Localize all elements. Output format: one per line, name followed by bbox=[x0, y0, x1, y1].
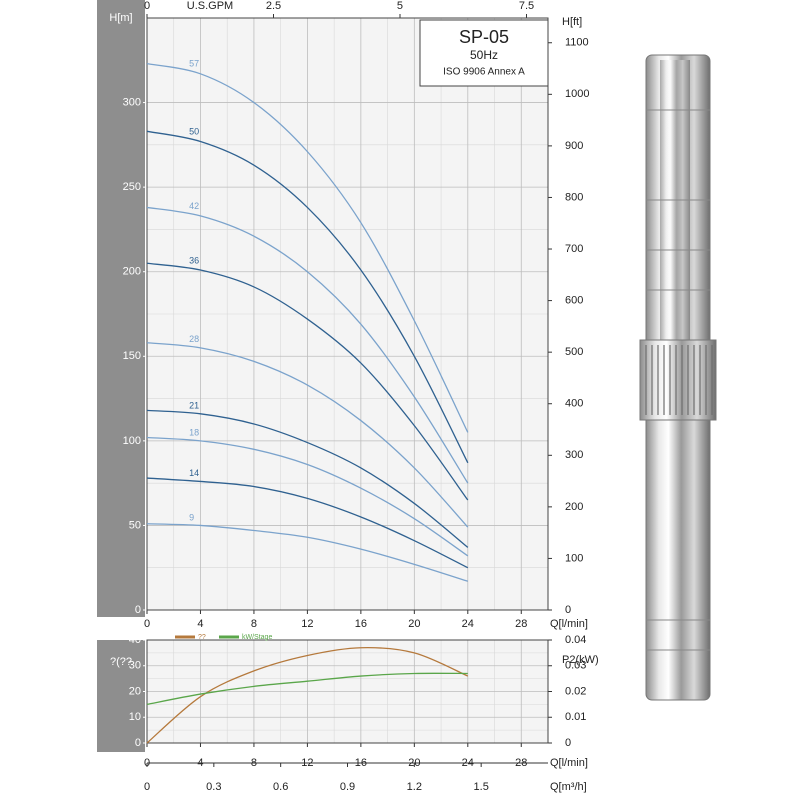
x2-tick-label: 2.5 bbox=[266, 0, 281, 12]
curve bbox=[146, 63, 469, 433]
plot-frame bbox=[146, 639, 549, 744]
curve-label: 42 bbox=[189, 201, 199, 211]
y-axis-label: H[m] bbox=[109, 12, 132, 24]
legend-label: kW/Stage bbox=[242, 634, 272, 641]
y2-axis-label: H[ft] bbox=[562, 16, 582, 28]
x2-tick-label: 1.5 bbox=[474, 781, 489, 793]
x2-axis-label: Q[m³/h] bbox=[550, 781, 587, 793]
y2-tick-label: 0.04 bbox=[565, 634, 586, 646]
x-tick-label: 28 bbox=[515, 618, 527, 630]
y-tick-label: 40 bbox=[129, 634, 141, 646]
x-tick-label: 16 bbox=[355, 618, 367, 630]
y2-tick-label: 800 bbox=[565, 191, 583, 203]
x2-tick-label: 0.3 bbox=[206, 781, 221, 793]
y-tick-label: 150 bbox=[123, 350, 141, 362]
curve-label: 28 bbox=[189, 334, 199, 344]
x-axis-label: Q[l/min] bbox=[550, 618, 588, 630]
y-tick-label: 30 bbox=[129, 660, 141, 672]
y-tick-label: 0 bbox=[135, 737, 141, 749]
x-tick-label: 4 bbox=[197, 618, 203, 630]
y2-tick-label: 900 bbox=[565, 140, 583, 152]
y-tick-label: 10 bbox=[129, 711, 141, 723]
title-box bbox=[419, 19, 549, 87]
y2-axis-label: P2(kW) bbox=[562, 654, 599, 666]
y2-tick-label: 600 bbox=[565, 294, 583, 306]
y2-tick-label: 400 bbox=[565, 398, 583, 410]
curve bbox=[146, 523, 468, 582]
y2-tick-label: 0 bbox=[565, 737, 571, 749]
pump-image bbox=[146, 18, 717, 744]
y2-tick-label: 0.02 bbox=[565, 685, 586, 697]
y2-tick-label: 500 bbox=[565, 346, 583, 358]
curve-label: 18 bbox=[189, 427, 199, 437]
curve bbox=[146, 477, 469, 569]
curve bbox=[146, 130, 469, 464]
legend-label: ?? bbox=[198, 634, 206, 641]
curve-label: 36 bbox=[189, 256, 199, 266]
y2-tick-label: 300 bbox=[565, 449, 583, 461]
y2-tick-label: 0.01 bbox=[565, 711, 586, 723]
y-axis-label: ?(?? bbox=[110, 656, 132, 668]
annotation: ISO 9906 Annex A bbox=[443, 67, 525, 78]
curve bbox=[146, 262, 469, 501]
curve bbox=[146, 342, 469, 528]
y-tick-label: 20 bbox=[129, 685, 141, 697]
curve-label: 14 bbox=[189, 468, 199, 478]
y2-tick-label: 700 bbox=[565, 243, 583, 255]
curve bbox=[146, 672, 468, 706]
x-tick-label: 0 bbox=[144, 618, 150, 630]
x2-tick-label: 7.5 bbox=[519, 0, 534, 12]
y-tick-label: 50 bbox=[129, 519, 141, 531]
curve bbox=[146, 409, 469, 548]
y-tick-label: 200 bbox=[123, 266, 141, 278]
curve-label: 9 bbox=[189, 512, 194, 522]
x-tick-label: 12 bbox=[301, 618, 313, 630]
curve-label: 57 bbox=[189, 59, 199, 69]
y-tick-label: 0 bbox=[135, 604, 141, 616]
x2-tick-label: 0 bbox=[144, 781, 150, 793]
x-tick-label: 20 bbox=[408, 618, 420, 630]
chart-title: SP-05 bbox=[459, 27, 509, 47]
x2-tick-label: 0.6 bbox=[273, 781, 288, 793]
y2-tick-label: 0 bbox=[565, 604, 571, 616]
x2-tick-label: 1.2 bbox=[407, 781, 422, 793]
y2-tick-label: 1100 bbox=[565, 37, 589, 49]
x-tick-label: 8 bbox=[251, 618, 257, 630]
y2-tick-label: 200 bbox=[565, 501, 583, 513]
y2-tick-label: 0.03 bbox=[565, 660, 586, 672]
curve bbox=[146, 206, 469, 484]
y-tick-label: 100 bbox=[123, 435, 141, 447]
x2-tick-label: 0.9 bbox=[340, 781, 355, 793]
curve-label: 21 bbox=[189, 400, 199, 410]
axis-band bbox=[97, 0, 145, 617]
chart-subtitle: 50Hz bbox=[470, 48, 498, 62]
y-tick-label: 250 bbox=[123, 181, 141, 193]
x2-tick-label: 5 bbox=[397, 0, 403, 12]
axis-band bbox=[97, 640, 145, 752]
plot-frame bbox=[146, 17, 549, 611]
x-axis-label: Q[l/min] bbox=[550, 757, 588, 769]
y-tick-label: 300 bbox=[123, 96, 141, 108]
x-tick-label: 24 bbox=[462, 618, 474, 630]
x2-tick-label: 0 bbox=[144, 0, 150, 12]
y2-tick-label: 1000 bbox=[565, 88, 589, 100]
curve bbox=[146, 436, 469, 557]
curve bbox=[146, 646, 469, 744]
curve-label: 50 bbox=[189, 126, 199, 136]
y2-tick-label: 100 bbox=[565, 552, 583, 564]
x2-axis-label: U.S.GPM bbox=[187, 0, 233, 12]
